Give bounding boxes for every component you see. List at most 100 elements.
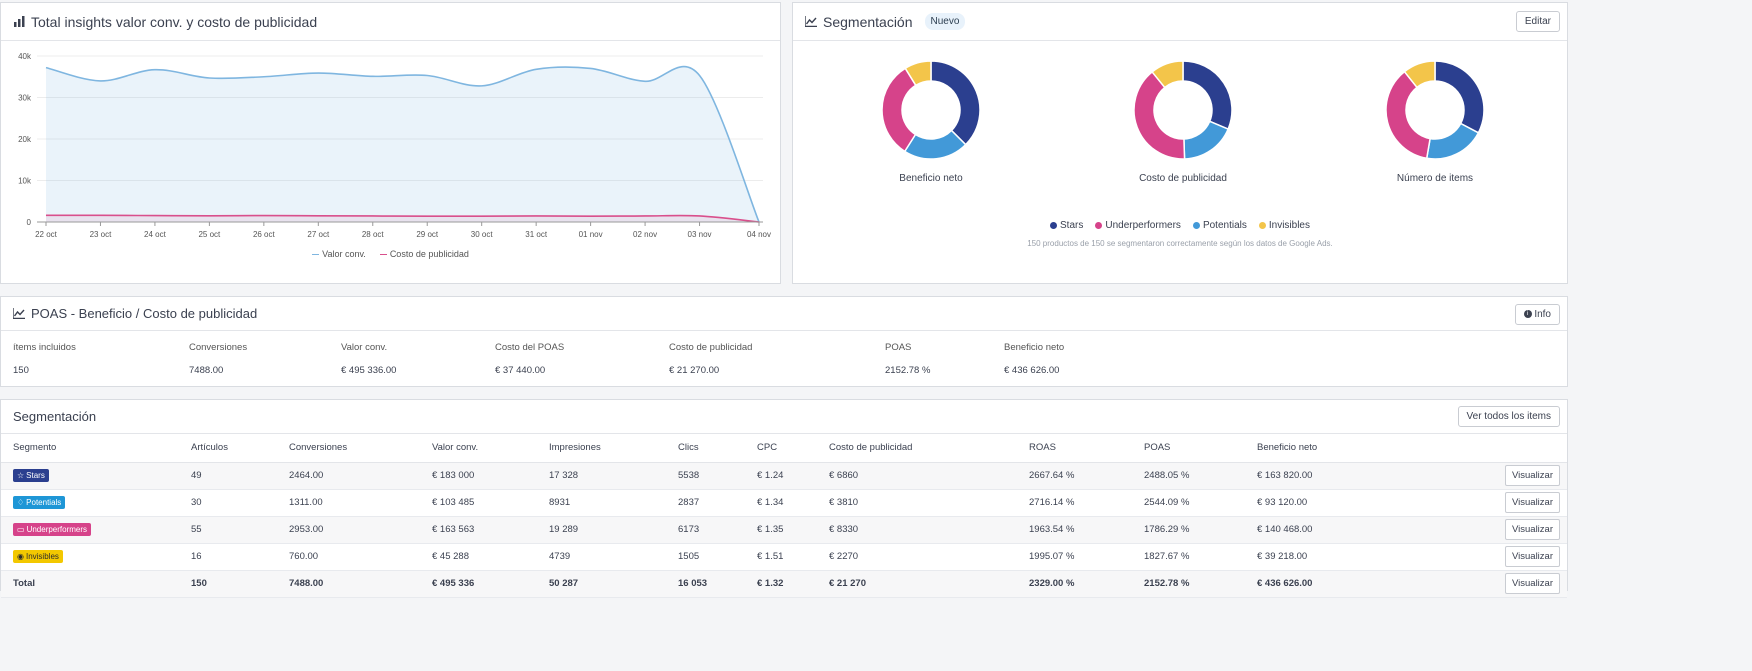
kpi-items: ítems incluidos 150 [13, 342, 76, 376]
donut-slice[interactable] [904, 60, 932, 87]
col-beneficio-neto: Beneficio neto [1245, 434, 1465, 463]
legend-item-costo[interactable]: Costo de publicidad [379, 249, 469, 259]
table-cell: 30 [179, 489, 277, 517]
donut-slice[interactable] [1425, 122, 1480, 160]
x-tick-label: 23 oct [90, 230, 113, 239]
segment-table: Segmento Artículos Conversiones Valor co… [1, 434, 1567, 598]
donut-slice[interactable] [1133, 70, 1186, 160]
x-tick-label: 28 oct [362, 230, 385, 239]
table-cell: 5538 [666, 462, 745, 490]
kpi-costo-poas: Costo del POAS € 37 440.00 [495, 342, 564, 376]
legend-stars[interactable]: Stars [1050, 220, 1083, 231]
segment-label: Potentials [26, 498, 62, 507]
visualize-button[interactable]: Visualizar [1504, 519, 1560, 540]
col-valor-conv: Valor conv. [420, 434, 537, 463]
legend-invisibles[interactable]: Invisibles [1258, 220, 1310, 231]
x-tick-label: 01 nov [579, 230, 603, 239]
table-cell: € 1.24 [745, 462, 817, 490]
x-tick-label: 31 oct [525, 230, 548, 239]
kpi-value: € 495 336.00 [341, 365, 397, 376]
table-cell: € 183 000 [420, 462, 537, 490]
segment-table-title: Segmentación [13, 409, 97, 424]
kpi-conversiones: Conversiones 7488.00 [189, 342, 247, 376]
view-all-items-button[interactable]: Ver todos los items [1457, 406, 1560, 427]
poas-title: POAS - Beneficio / Costo de publicidad [31, 306, 258, 321]
table-cell: € 6860 [817, 462, 1017, 490]
x-tick-label: 25 oct [198, 230, 221, 239]
segment-icon: ♢ [17, 498, 25, 507]
table-cell: € 93 120.00 [1245, 489, 1465, 517]
donut-slice[interactable] [930, 60, 981, 146]
x-tick-label: 27 oct [307, 230, 330, 239]
series-line-0 [45, 65, 760, 223]
table-cell: 17 328 [537, 462, 666, 490]
table-cell: 19 289 [537, 516, 666, 544]
table-cell: 4739 [537, 543, 666, 571]
kpi-costo-publicidad: Costo de publicidad € 21 270.00 [669, 342, 752, 376]
action-cell: Visualizar [1465, 516, 1567, 544]
insights-chart: 0 10k 20k 30k 40k 22 oct 23 oct 24 oct 25 oct 26 … [18, 52, 771, 239]
visualize-button[interactable]: Visualizar [1504, 546, 1560, 567]
donut-label-costo: Costo de publicidad [1139, 173, 1227, 184]
kpi-value: € 37 440.00 [495, 365, 546, 376]
insights-legend: Valor conv. Costo de publicidad [1, 249, 780, 259]
kpi-valor-conv: Valor conv. € 495 336.00 [341, 342, 396, 376]
kpi-value: € 21 270.00 [669, 365, 720, 376]
donut-slice[interactable] [1182, 60, 1233, 131]
segmentation-note: 150 productos de 150 se segmentaron corr… [1027, 239, 1333, 248]
kpi-label: POAS [885, 342, 912, 353]
table-cell: 55 [179, 516, 277, 544]
visualize-button[interactable]: Visualizar [1504, 492, 1560, 513]
total-cell: 150 [179, 570, 277, 598]
x-tick-label: 03 nov [688, 230, 712, 239]
col-clics: Clics [666, 434, 745, 463]
x-tick-label: 22 oct [35, 230, 58, 239]
donut-slice[interactable] [881, 67, 917, 153]
table-row: ◉ Invisibles 16 760.00 € 45 288 4739 1505 € 1.5… [1, 543, 1567, 571]
table-cell: 1786.29 % [1132, 516, 1245, 544]
legend-underperformers[interactable]: Underperformers [1095, 220, 1181, 231]
segmentation-header: Segmentación Nuevo Editar [793, 3, 1567, 41]
donut-slice[interactable] [1403, 60, 1436, 89]
table-cell: 760.00 [277, 543, 420, 571]
segment-cell: ▭ Underperformers [1, 516, 179, 544]
poas-title-wrap: POAS - Beneficio / Costo de publicidad [13, 306, 257, 321]
donut-label-items: Número de items [1396, 173, 1474, 184]
legend-underperformers-label: Underperformers [1105, 220, 1181, 231]
donut-slice[interactable] [1183, 120, 1230, 160]
col-segmento: Segmento [1, 434, 179, 463]
line-chart-icon [13, 308, 25, 319]
edit-button[interactable]: Editar [1515, 11, 1560, 32]
col-actions [1465, 434, 1567, 463]
table-cell: € 1.35 [745, 516, 817, 544]
table-cell: 8931 [537, 489, 666, 517]
total-cell: € 436 626.00 [1245, 570, 1465, 598]
poas-header: POAS - Beneficio / Costo de publicidad i… [1, 297, 1567, 331]
segment-icon: ▭ [17, 525, 25, 534]
table-cell: 2837 [666, 489, 745, 517]
donut-slice[interactable] [1434, 60, 1485, 134]
new-badge: Nuevo [924, 13, 966, 30]
info-button[interactable]: i Info [1514, 304, 1560, 325]
table-header-row: Segmento Artículos Conversiones Valor co… [1, 434, 1567, 463]
action-cell: Visualizar [1465, 462, 1567, 490]
donut-slice[interactable] [1151, 60, 1184, 89]
legend-item-valor[interactable]: Valor conv. [312, 249, 366, 259]
visualize-button[interactable]: Visualizar [1504, 465, 1560, 486]
insights-title-wrap: Total insights valor conv. y costo de pu… [13, 14, 317, 30]
kpi-value: € 436 626.00 [1004, 365, 1060, 376]
kpi-poas: POAS 2152.78 % [885, 342, 930, 376]
table-cell: 2488.05 % [1132, 462, 1245, 490]
segmentation-title-wrap: Segmentación Nuevo [805, 13, 966, 30]
segment-table-header: Segmentación Ver todos los items [1, 400, 1567, 434]
donut-label-beneficio: Beneficio neto [899, 173, 963, 184]
total-row: Total 150 7488.00 € 495 336 50 287 16 053 € 1.… [1, 570, 1567, 598]
x-tick-label: 29 oct [416, 230, 439, 239]
legend-label-valor: Valor conv. [322, 249, 366, 259]
y-tick-label: 20k [18, 135, 32, 144]
legend-potentials[interactable]: Potentials [1192, 220, 1247, 231]
segment-label: Underperformers [26, 525, 88, 534]
visualize-button[interactable]: Visualizar [1504, 573, 1560, 594]
donut-slice[interactable] [1385, 70, 1431, 160]
table-cell: € 140 468.00 [1245, 516, 1465, 544]
